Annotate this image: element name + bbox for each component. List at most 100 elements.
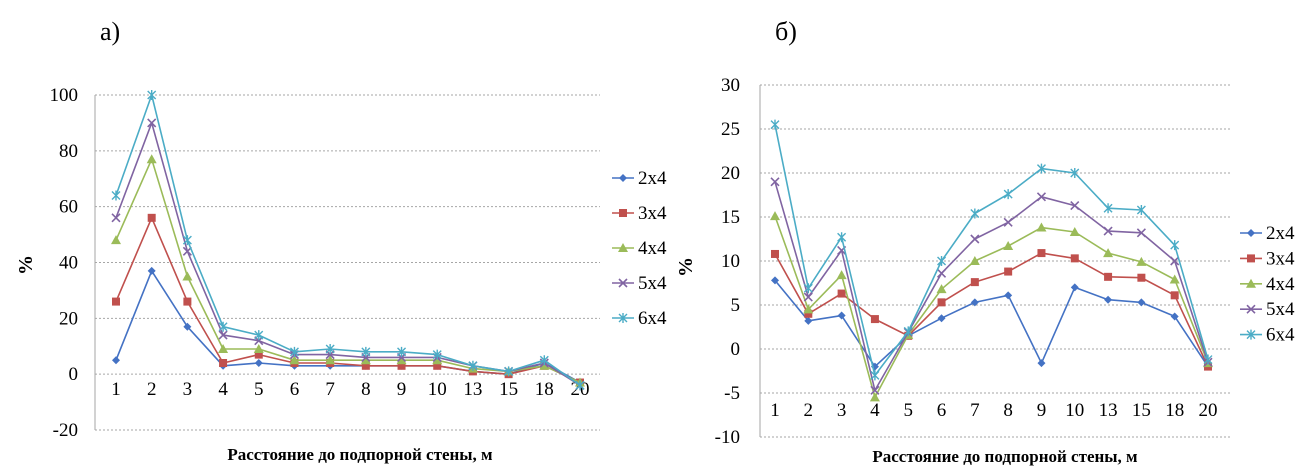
chart-a-data-point bbox=[112, 298, 120, 306]
chart-a-data-point bbox=[255, 359, 263, 367]
chart-b-legend-marker bbox=[1247, 254, 1255, 262]
chart-b-data-point bbox=[971, 208, 979, 218]
chart-a-legend-item: 4x4 bbox=[612, 238, 667, 259]
chart-b-xtick-label: 20 bbox=[1199, 400, 1218, 421]
chart-a-xtick-label: 18 bbox=[535, 379, 554, 400]
chart-a-xtick-label: 5 bbox=[254, 379, 264, 400]
chart-a-data-point bbox=[112, 214, 120, 222]
chart-b-legend-item: 2x4 bbox=[1240, 223, 1295, 244]
chart-a-data-point bbox=[147, 154, 157, 163]
chart-b-legend-item: 4x4 bbox=[1240, 274, 1295, 295]
chart-a-series-line-4x4 bbox=[116, 159, 580, 382]
chart-b-xlabel: Расстояние до подпорной стены, м bbox=[872, 447, 1138, 466]
chart-a-legend-item: 6x4 bbox=[612, 308, 667, 329]
chart-b-legend-item: 5x4 bbox=[1240, 299, 1295, 320]
chart-a-xtick-label: 7 bbox=[325, 379, 335, 400]
chart-b-xtick-label: 8 bbox=[1003, 400, 1013, 421]
chart-b-xtick-label: 5 bbox=[903, 400, 913, 421]
chart-a-xtick-label: 3 bbox=[183, 379, 193, 400]
chart-a-xtick-label: 8 bbox=[361, 379, 371, 400]
chart-b-series-line-4x4 bbox=[775, 216, 1208, 397]
chart-b-series-line-5x4 bbox=[775, 182, 1208, 391]
chart-b-data-point bbox=[971, 235, 979, 243]
chart-b-data-point bbox=[838, 232, 846, 242]
chart-b-data-point bbox=[1171, 291, 1179, 299]
chart-a-legend-marker bbox=[619, 209, 627, 217]
chart-a-data-point bbox=[111, 235, 121, 244]
chart-b-ytick-label: 25 bbox=[721, 119, 740, 140]
chart-b-data-point bbox=[1171, 240, 1179, 250]
chart-b-data-point bbox=[1137, 274, 1145, 282]
chart-a-legend-label: 3x4 bbox=[638, 203, 667, 224]
chart-a-legend-label: 2x4 bbox=[638, 168, 667, 189]
chart-b-data-point bbox=[970, 256, 980, 265]
chart-a-ytick-label: 100 bbox=[50, 85, 79, 106]
chart-b-data-point bbox=[1004, 291, 1012, 299]
chart-a-xlabel: Расстояние до подпорной стены, м bbox=[227, 445, 493, 464]
chart-a-xtick-label: 2 bbox=[147, 379, 157, 400]
chart-b-xtick-label: 9 bbox=[1037, 400, 1047, 421]
chart-a-series-line-6x4 bbox=[116, 95, 580, 385]
chart-a-xtick-label: 6 bbox=[290, 379, 300, 400]
chart-b-ytick-label: 0 bbox=[731, 339, 741, 360]
chart-a-data-point bbox=[182, 271, 192, 280]
chart-b-data-point bbox=[1071, 254, 1079, 262]
chart-a-legend-label: 6x4 bbox=[638, 308, 667, 329]
chart-b-data-point bbox=[1003, 241, 1013, 250]
chart-b-xtick-label: 1 bbox=[770, 400, 780, 421]
chart-a-ytick-label: 20 bbox=[59, 308, 78, 329]
chart-a-legend-label: 5x4 bbox=[638, 273, 667, 294]
chart-a-data-point bbox=[112, 356, 120, 364]
chart-a-data-point bbox=[148, 214, 156, 222]
chart-b-data-point bbox=[770, 211, 780, 220]
chart-b-legend-label: 4x4 bbox=[1266, 274, 1295, 295]
chart-b-legend-item: 6x4 bbox=[1240, 325, 1295, 346]
chart-a-xtick-label: 4 bbox=[218, 379, 228, 400]
chart-a-data-point bbox=[183, 298, 191, 306]
chart-b-ytick-label: 20 bbox=[721, 163, 740, 184]
chart-a-legend-item: 2x4 bbox=[612, 168, 667, 189]
chart-b-xtick-label: 4 bbox=[870, 400, 880, 421]
chart-a-ytick-label: 0 bbox=[69, 364, 79, 385]
panel-b-label: б) bbox=[775, 17, 797, 46]
chart-b-data-point bbox=[838, 312, 846, 320]
chart-b-data-point bbox=[771, 250, 779, 258]
chart-b-ytick-label: 10 bbox=[721, 251, 740, 272]
chart-b-data-point bbox=[938, 269, 946, 277]
chart-b-data-point bbox=[971, 278, 979, 286]
chart-b-xtick-label: 18 bbox=[1165, 400, 1184, 421]
chart-b-xtick-label: 13 bbox=[1099, 400, 1118, 421]
chart-a-legend-label: 4x4 bbox=[638, 238, 667, 259]
chart-b-legend-label: 6x4 bbox=[1266, 325, 1295, 346]
chart-a-data-point bbox=[112, 191, 120, 201]
chart-a-xtick-label: 9 bbox=[397, 379, 407, 400]
chart-b-data-point bbox=[1037, 359, 1045, 367]
chart-b-data-point bbox=[938, 298, 946, 306]
chart-b-ytick-label: 30 bbox=[721, 75, 740, 96]
chart-b-data-point bbox=[1004, 218, 1012, 226]
chart-b-data-point bbox=[1104, 296, 1112, 304]
chart-b-data-point bbox=[1103, 248, 1113, 257]
chart-a-data-point bbox=[219, 359, 227, 367]
chart-b-data-point bbox=[771, 120, 779, 130]
chart-b-data-point bbox=[1170, 274, 1180, 283]
chart-a-xtick-label: 10 bbox=[428, 379, 447, 400]
chart-b-legend-label: 3x4 bbox=[1266, 248, 1295, 269]
chart-b-series-line-6x4 bbox=[775, 125, 1208, 376]
chart-b-data-point bbox=[1104, 273, 1112, 281]
chart-b-legend-label: 5x4 bbox=[1266, 299, 1295, 320]
chart-a-ytick-label: 60 bbox=[59, 197, 78, 218]
chart-b-data-point bbox=[838, 290, 846, 298]
chart-a-legend-item: 3x4 bbox=[612, 203, 667, 224]
chart-a-ytick-label: 40 bbox=[59, 253, 78, 274]
chart-b-data-point bbox=[1004, 189, 1012, 199]
chart-b-xtick-label: 10 bbox=[1065, 400, 1084, 421]
chart-b: 302520151050-5-101 2 3 4 5 6 7 8 9 10 13 15 18 202x43… bbox=[715, 75, 1295, 448]
chart-b-data-point bbox=[938, 314, 946, 322]
chart-b-xtick-label: 6 bbox=[937, 400, 947, 421]
chart-b-xtick-label: 3 bbox=[837, 400, 847, 421]
chart-b-ytick-label: 5 bbox=[731, 295, 741, 316]
chart-b-legend-label: 2x4 bbox=[1266, 223, 1295, 244]
chart-b-data-point bbox=[1004, 268, 1012, 276]
